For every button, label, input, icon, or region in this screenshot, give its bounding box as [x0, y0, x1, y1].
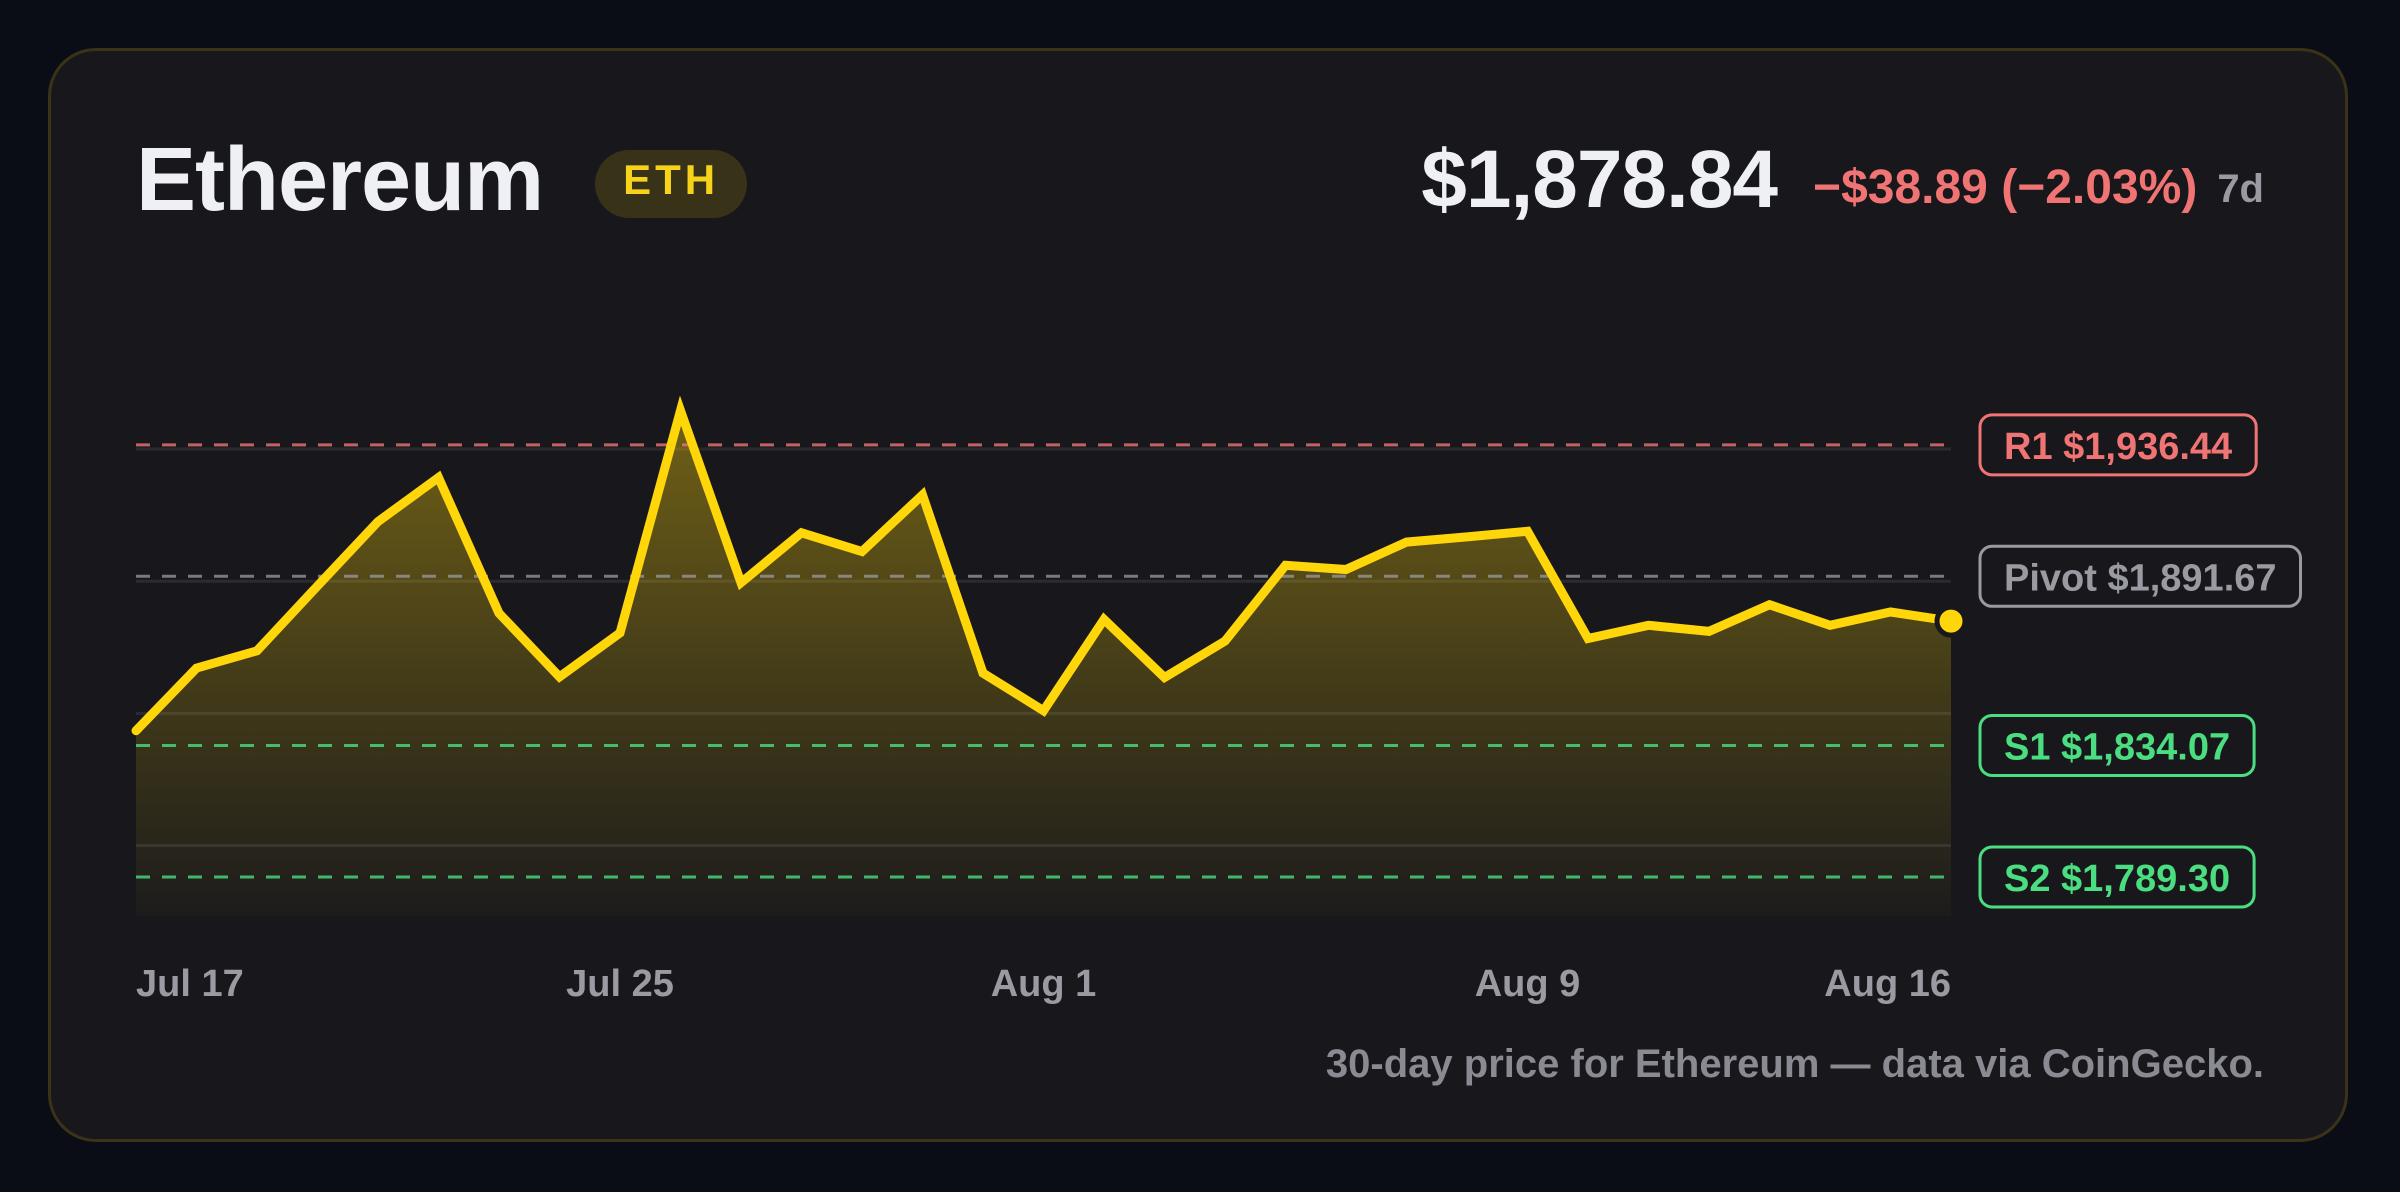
price-summary: $1,878.84 −$38.89 (−2.03%) 7d [1421, 120, 2264, 240]
level-label-text: S1 $1,834.07 [2004, 726, 2230, 768]
current-price: $1,878.84 [1421, 134, 1778, 225]
x-tick-label: Aug 16 [1824, 963, 1951, 1005]
level-label-resistance: R1 $1,936.44 [1978, 413, 2258, 477]
price-change: −$38.89 (−2.03%) [1813, 160, 2198, 214]
level-label-text: Pivot $1,891.67 [2004, 557, 2277, 599]
change-period: 7d [2217, 166, 2264, 211]
x-tick-label: Jul 25 [566, 963, 674, 1005]
x-tick-label: Aug 1 [991, 963, 1097, 1005]
level-label-pivot: Pivot $1,891.67 [1978, 544, 2303, 608]
level-label-text: R1 $1,936.44 [2004, 426, 2232, 468]
ticker-badge: ETH [595, 150, 748, 218]
level-label-box [1978, 845, 2256, 909]
asset-header: Ethereum ETH [136, 120, 748, 240]
price-area [136, 410, 1951, 916]
level-label-box [1978, 713, 2256, 777]
level-label-support: S1 $1,834.07 [1978, 713, 2256, 777]
x-tick-label: Aug 9 [1475, 963, 1581, 1005]
last-price-marker [1934, 604, 1968, 638]
x-tick-label: Jul 17 [136, 963, 244, 1005]
level-label-box [1978, 413, 2258, 477]
level-label-support: S2 $1,789.30 [1978, 845, 2256, 909]
price-line [131, 395, 1956, 736]
level-label-box [1978, 544, 2303, 608]
level-label-text: S2 $1,789.30 [2004, 858, 2230, 900]
chart-caption: 30-day price for Ethereum — data via Coi… [1325, 1042, 2264, 1086]
asset-name: Ethereum [136, 129, 544, 230]
